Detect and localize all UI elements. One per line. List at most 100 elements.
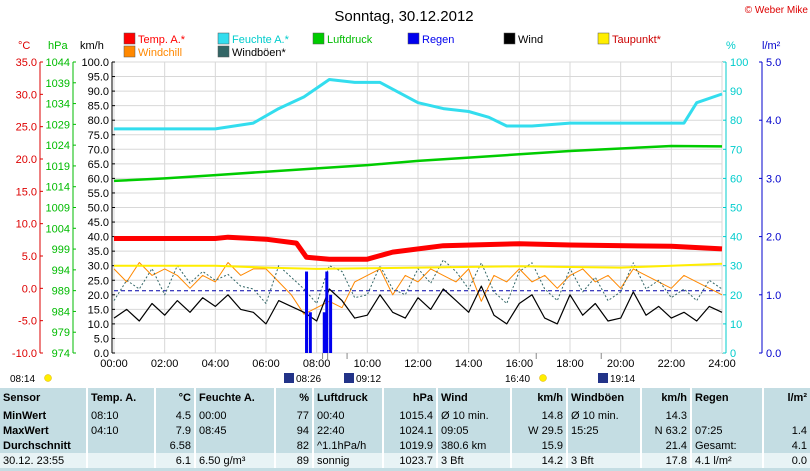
table-cell: ^1.1hPa/h xyxy=(313,438,384,453)
legend-label: Regen xyxy=(422,34,454,46)
table-cell: 4.5 xyxy=(155,408,196,423)
legend-label: Windchill xyxy=(138,47,182,59)
temp-tick-label: 5.0 xyxy=(22,251,37,263)
legend-label: Windböen* xyxy=(232,47,287,59)
wind-tick-label: 75.0 xyxy=(88,130,109,142)
axes: 35.0 30.0 25.0 20.0 15.0 10.0 5.0 0.0 -5.0 -10.0 1… xyxy=(12,57,781,370)
table-cell xyxy=(87,453,156,468)
rain-tick-label: 5.0 xyxy=(766,57,781,69)
x-tick-label: 12:00 xyxy=(404,358,432,370)
wind-tick-label: 50.0 xyxy=(88,203,109,215)
legend-label: Wind xyxy=(518,34,543,46)
table-cell: 22:40 xyxy=(313,423,384,438)
table-cell: 04:10 xyxy=(87,423,156,438)
x-tick-label: 10:00 xyxy=(354,358,382,370)
table-cell: 15:25 xyxy=(567,423,642,438)
event-time: 08:14 xyxy=(10,374,35,385)
x-tick-label: 02:00 xyxy=(151,358,179,370)
table-cell xyxy=(567,438,642,453)
table-header-row: Sensor Temp. A. °C Feuchte A. % Luftdruc… xyxy=(0,388,810,408)
table-cell: 15.9 xyxy=(511,438,568,453)
wind-tick-label: 90.0 xyxy=(88,86,109,98)
moon-icon xyxy=(284,373,294,383)
col-header: Wind xyxy=(437,388,512,408)
table-cell xyxy=(195,438,276,453)
rain-bar xyxy=(325,271,329,353)
grid xyxy=(113,61,723,354)
table-cell: Ø 10 min. xyxy=(437,408,512,423)
table-cell: 7.9 xyxy=(155,423,196,438)
table-cell: 77 xyxy=(275,408,314,423)
event-time: 08:26 xyxy=(296,374,321,385)
humidity-tick-label: 0 xyxy=(730,348,736,360)
col-header: % xyxy=(275,388,314,408)
pressure-tick-label: 1009 xyxy=(46,203,70,215)
temp-tick-label: 20.0 xyxy=(16,154,37,166)
rain-tick-label: 1.0 xyxy=(766,290,781,302)
pressure-tick-label: 994 xyxy=(52,265,70,277)
pressure-tick-label: 1034 xyxy=(46,99,70,111)
axis-units: °C hPa km/h % l/m² xyxy=(18,40,781,52)
x-tick-label: 08:00 xyxy=(303,358,331,370)
humidity-tick-label: 40 xyxy=(730,232,742,244)
wind-tick-label: 40.0 xyxy=(88,232,109,244)
humidity-tick-label: 60 xyxy=(730,173,742,185)
rain-bar xyxy=(322,312,326,353)
x-tick-label: 16:00 xyxy=(506,358,534,370)
table-cell: 1023.7 xyxy=(383,453,438,468)
rain-bar xyxy=(305,271,309,353)
legend-label: Feuchte A.* xyxy=(232,34,290,46)
legend-swatch xyxy=(503,32,516,45)
table-cell: 1.4 xyxy=(791,424,807,437)
event-time: 16:40 xyxy=(505,374,530,385)
table-cell: 17.8 xyxy=(641,453,692,468)
humidity-tick-label: 10 xyxy=(730,319,742,331)
temp-tick-label: 0.0 xyxy=(22,283,37,295)
copyright: © Weber Mike xyxy=(745,5,809,16)
col-header: Temp. A. xyxy=(87,388,156,408)
table-cell: Durchschnitt xyxy=(0,438,88,453)
table-cell: 0.0 xyxy=(763,453,810,468)
col-header: Luftdruck xyxy=(313,388,384,408)
legend-swatch xyxy=(597,32,610,45)
table-cell: 6.50 g/m³ xyxy=(195,453,276,468)
table-cell: 14.2 xyxy=(511,453,568,468)
rain-unit: l/m² xyxy=(762,40,781,52)
table-cell: 08:10 xyxy=(87,408,156,423)
rain-tick-label: 3.0 xyxy=(766,173,781,185)
table-cell: 07:25 xyxy=(691,423,764,438)
table-cell: 30.12. 23:55 xyxy=(0,453,88,468)
rain-bar xyxy=(329,294,333,353)
weather-chart: Sonntag, 30.12.2012 © Weber Mike Temp. A… xyxy=(10,5,809,385)
table-cell: MaxWert xyxy=(0,423,88,438)
col-header: hPa xyxy=(383,388,438,408)
x-tick-label: 06:00 xyxy=(252,358,280,370)
wind-tick-label: 5.0 xyxy=(94,333,109,345)
humidity-tick-label: 70 xyxy=(730,144,742,156)
table-row: MaxWert 04:10 7.9 08:45 94 22:40 1024.1 … xyxy=(0,423,810,438)
wind-tick-label: 95.0 xyxy=(88,72,109,84)
legend-swatch xyxy=(123,45,136,58)
table-cell: Ø 10 min. xyxy=(567,408,642,423)
wind-tick-label: 65.0 xyxy=(88,159,109,171)
legend: Temp. A.* Feuchte A.* Luftdruck Regen Wind Ta… xyxy=(123,32,662,59)
table-cell: 1019.9 xyxy=(383,438,438,453)
pressure-tick-label: 979 xyxy=(52,327,70,339)
legend-swatch xyxy=(217,45,230,58)
series-feuchte-a-line xyxy=(114,78,723,131)
stats-table: Sensor Temp. A. °C Feuchte A. % Luftdruc… xyxy=(0,388,810,471)
table-cell: 00:40 xyxy=(313,408,384,423)
rain-tick-label: 2.0 xyxy=(766,232,781,244)
temp-tick-label: 10.0 xyxy=(16,219,37,231)
table-cell: 09:05 xyxy=(437,423,512,438)
table-cell: 94 xyxy=(275,423,314,438)
pressure-tick-label: 1039 xyxy=(46,78,70,90)
humidity-tick-label: 100 xyxy=(730,57,748,69)
table-cell: MinWert xyxy=(0,408,88,423)
humidity-tick-label: 80 xyxy=(730,115,742,127)
table-cell: 89 xyxy=(275,453,314,468)
series-temp-a-line xyxy=(114,234,723,262)
col-header: Regen xyxy=(691,388,764,408)
table-cell: 3 Bft xyxy=(437,453,512,468)
x-tick-label: 14:00 xyxy=(455,358,483,370)
